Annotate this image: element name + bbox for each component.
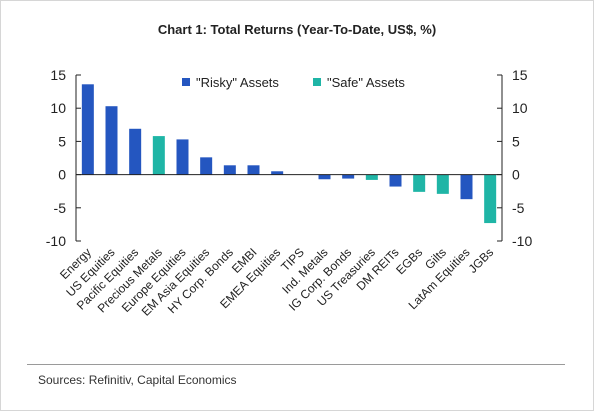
bar-energy bbox=[81, 84, 94, 175]
legend: "Risky" Assets "Safe" Assets bbox=[182, 75, 405, 90]
bar-us-treasuries bbox=[365, 174, 378, 180]
bar-us-equities bbox=[105, 106, 118, 175]
bar-hy-corp-bonds bbox=[223, 165, 236, 175]
legend-label-safe: "Safe" Assets bbox=[327, 75, 405, 90]
bar-jgbs bbox=[484, 174, 497, 224]
y-tick-label-right: 15 bbox=[512, 67, 528, 83]
bar-ig-corp-bonds bbox=[342, 174, 355, 179]
y-tick-label-right: 5 bbox=[512, 133, 520, 149]
bar-em-asia-equities bbox=[200, 157, 213, 175]
legend-swatch-safe bbox=[313, 78, 321, 86]
y-tick-label-left: -10 bbox=[46, 233, 66, 249]
y-tick-label-right: -10 bbox=[512, 233, 532, 249]
bar-europe-equities bbox=[176, 139, 189, 175]
bar-precious-metals bbox=[152, 136, 165, 175]
source-note: Sources: Refinitiv, Capital Economics bbox=[38, 373, 237, 387]
bar-emea-equities bbox=[271, 171, 284, 175]
bar-dm-reits bbox=[389, 174, 402, 187]
y-tick-label-right: 0 bbox=[512, 167, 520, 183]
y-tick-label-left: -5 bbox=[54, 200, 67, 216]
bar-pacific-equities bbox=[129, 128, 142, 175]
legend-swatch-risky bbox=[182, 78, 190, 86]
x-tick-label: JGBs bbox=[466, 245, 497, 276]
y-tick-label-left: 0 bbox=[58, 167, 66, 183]
bar-gilts bbox=[436, 174, 449, 194]
y-tick-label-right: -5 bbox=[512, 200, 525, 216]
y-tick-label-left: 5 bbox=[58, 133, 66, 149]
source-divider-top bbox=[27, 364, 565, 365]
bar-embi bbox=[247, 165, 260, 175]
x-tick-label: EGBs bbox=[393, 245, 425, 277]
y-tick-label-left: 15 bbox=[50, 67, 66, 83]
legend-label-risky: "Risky" Assets bbox=[196, 75, 279, 90]
chart-title: Chart 1: Total Returns (Year-To-Date, US… bbox=[157, 22, 437, 37]
bar-egbs bbox=[413, 174, 426, 192]
bars-group bbox=[81, 84, 497, 224]
bar-ind-metals bbox=[318, 174, 331, 180]
bar-latam-equities bbox=[460, 174, 473, 200]
y-tick-label-right: 10 bbox=[512, 100, 528, 116]
y-tick-label-left: 10 bbox=[50, 100, 66, 116]
